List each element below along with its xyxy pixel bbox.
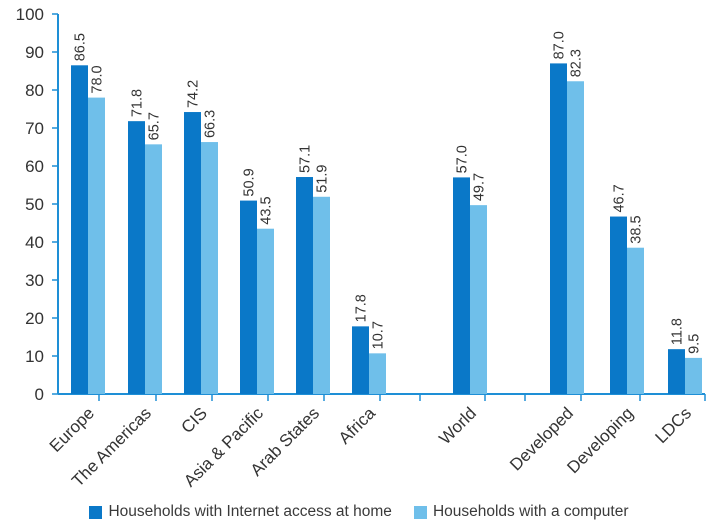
bar-internet <box>128 121 145 394</box>
bar-internet <box>352 326 369 394</box>
y-tick-label: 50 <box>25 195 44 214</box>
legend-item-internet[interactable]: Households with Internet access at home <box>89 503 392 521</box>
legend-item-computer[interactable]: Households with a computer <box>413 503 629 521</box>
y-tick-label: 100 <box>16 5 44 24</box>
legend-swatch-computer <box>413 505 427 519</box>
bar-computer <box>627 247 644 394</box>
bar-value-label: 38.5 <box>629 215 645 243</box>
y-tick-label: 10 <box>25 347 44 366</box>
y-tick-label: 80 <box>25 81 44 100</box>
bar-value-label: 57.0 <box>455 145 471 173</box>
y-tick-label: 40 <box>25 233 44 252</box>
x-tick-label: Africa <box>335 403 380 448</box>
bar-value-label: 11.8 <box>670 318 686 345</box>
bar-value-label: 57.1 <box>298 145 314 173</box>
bar-internet <box>610 216 627 394</box>
bar-value-label: 10.7 <box>371 321 387 349</box>
bar-value-label: 87.0 <box>552 31 568 59</box>
bar-value-label: 46.7 <box>612 184 628 212</box>
y-tick-label: 90 <box>25 43 44 62</box>
bar-internet <box>296 177 313 394</box>
chart: 0 10 20 30 40 50 60 70 80 90 100 86.5 71.8 74.2 50.9 57… <box>16 5 706 491</box>
bar-computer <box>88 97 105 394</box>
bar-value-label: 51.9 <box>315 165 331 193</box>
bar-internet <box>71 65 88 395</box>
bar-computer <box>201 142 218 394</box>
y-tick-label: 30 <box>25 271 44 290</box>
bar-internet <box>184 112 201 394</box>
x-tick-label: LDCs <box>652 404 695 447</box>
legend-label-internet: Households with Internet access at home <box>108 503 392 520</box>
bar-computer <box>257 228 274 394</box>
bar-computer <box>685 357 702 394</box>
bar-internet <box>240 200 257 394</box>
bar-internet <box>550 63 567 395</box>
bar-value-label: 43.5 <box>259 196 275 224</box>
legend-label-computer: Households with a computer <box>432 503 629 520</box>
bar-value-label: 78.0 <box>90 65 106 93</box>
x-tick-label: World <box>435 404 480 449</box>
y-tick-label: 0 <box>35 385 44 404</box>
bar-internet <box>453 177 470 394</box>
x-tick-label: Europe <box>46 404 98 456</box>
legend-swatch-internet <box>89 505 103 519</box>
bar-computer <box>369 353 386 394</box>
bar-value-label: 49.7 <box>472 173 488 201</box>
bar-computer <box>313 196 330 394</box>
bar-value-label: 17.8 <box>354 294 370 322</box>
y-tick-label: 60 <box>25 157 44 176</box>
x-tick-label: CIS <box>178 404 211 437</box>
bar-computer <box>567 81 584 394</box>
bar-internet <box>668 349 685 394</box>
bar-value-label: 50.9 <box>242 168 258 196</box>
legend: Households with Internet access at home … <box>0 502 718 522</box>
bar-computer <box>470 205 487 394</box>
bar-value-label: 71.8 <box>130 89 146 117</box>
bar-value-label: 66.3 <box>203 110 219 138</box>
bar-value-label: 9.5 <box>687 334 703 354</box>
bar-value-label: 82.3 <box>569 49 585 77</box>
bar-value-label: 65.7 <box>147 112 163 140</box>
bar-value-label: 86.5 <box>73 33 89 61</box>
bar-computer <box>145 144 162 394</box>
bar-value-label: 74.2 <box>186 80 202 108</box>
y-tick-label: 20 <box>25 309 44 328</box>
y-tick-label: 70 <box>25 119 44 138</box>
